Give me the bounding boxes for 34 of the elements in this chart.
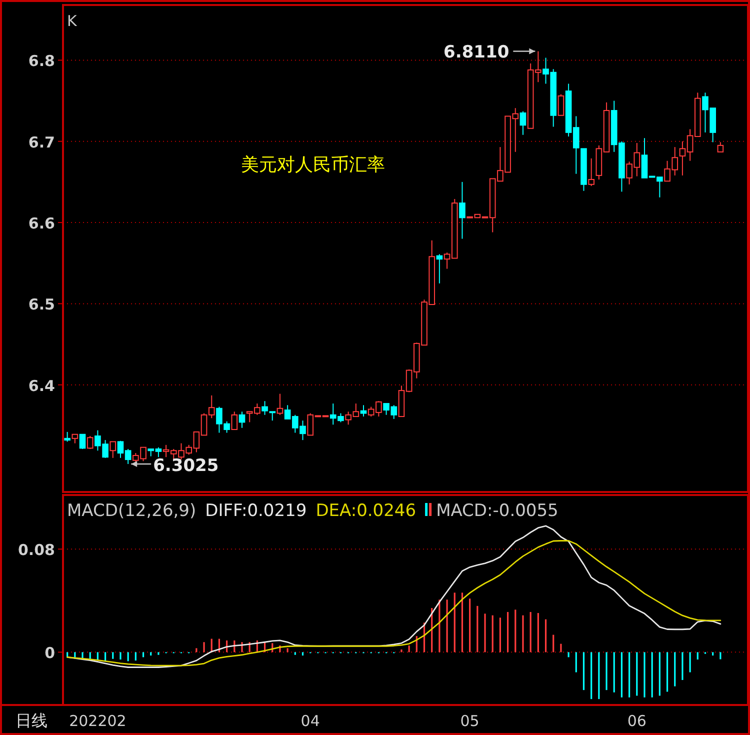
- y-tick-label: 0: [44, 644, 55, 662]
- candlestick: [276, 393, 284, 416]
- y-tick-label: 0.08: [18, 541, 55, 560]
- annotation: 6.3025: [153, 456, 219, 476]
- candlestick: [436, 254, 443, 284]
- y-tick-label: 6.4: [28, 376, 55, 395]
- candlestick: [459, 181, 466, 240]
- y-tick-label: 6.5: [28, 296, 55, 314]
- text: DEA:0.0246: [316, 501, 416, 521]
- candlestick: [86, 435, 94, 450]
- x-tick-label: 04: [300, 712, 320, 730]
- candlestick: [238, 411, 246, 428]
- y-tick-label: 6.8: [28, 52, 55, 70]
- x-axis-title: 日线: [16, 711, 48, 730]
- y-tick-label: 6.7: [28, 133, 55, 152]
- candlestick: [64, 431, 70, 442]
- text: DIFF:0.0219: [205, 501, 307, 521]
- x-tick-label: 05: [460, 712, 480, 730]
- text: K: [67, 12, 78, 30]
- candlestick: [520, 110, 526, 136]
- candlestick: [717, 142, 724, 152]
- candlestick: [588, 158, 594, 186]
- candlestick: [360, 404, 367, 418]
- candlestick: [110, 441, 116, 458]
- legend-label: MACD:-0.0055: [436, 501, 558, 521]
- candlestick: [558, 94, 564, 116]
- candlestick: [79, 434, 86, 450]
- annotation: 美元对人民币汇率: [241, 154, 386, 176]
- y-tick-label: 6.6: [28, 214, 55, 233]
- annotation: 6.8110: [444, 42, 510, 62]
- chart-title: MACD(12,26,9): [67, 501, 196, 521]
- x-tick-label: 06: [627, 712, 646, 730]
- candlestick: [231, 411, 238, 430]
- x-tick-label: 202202: [69, 712, 126, 730]
